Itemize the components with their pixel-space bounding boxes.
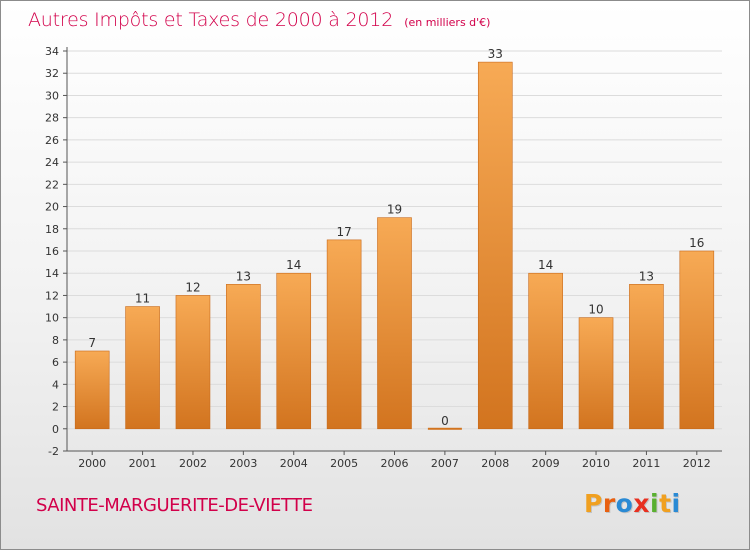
bar: [276, 272, 312, 430]
y-tick-label: 8: [52, 334, 59, 347]
x-tick-label: 2012: [683, 457, 711, 470]
y-tick-label: 0: [52, 423, 59, 436]
chart-title-row: Autres Impôts et Taxes de 2000 à 2012 (e…: [28, 9, 490, 31]
bar: [477, 61, 513, 430]
y-tick-label: -2: [48, 445, 59, 458]
chart-unit: (en milliers d'€): [404, 16, 491, 29]
bar: [175, 295, 211, 430]
x-tick-label: 2004: [280, 457, 308, 470]
bar-value-label: 16: [689, 236, 704, 250]
bar: [226, 284, 261, 430]
x-tick-label: 2007: [431, 457, 459, 470]
x-tick-label: 2009: [532, 457, 560, 470]
labels: -202468101214161820222426283032347200011…: [45, 45, 711, 470]
bar: [679, 250, 715, 430]
bars: [74, 61, 715, 430]
y-tick-label: 14: [45, 267, 59, 280]
y-tick-label: 32: [45, 67, 59, 80]
bar-value-label: 11: [135, 292, 150, 306]
x-tick-label: 2000: [78, 457, 106, 470]
logo-letter: P: [584, 489, 603, 518]
y-tick-label: 24: [45, 156, 59, 169]
bar-value-label: 0: [441, 414, 449, 428]
axes: [63, 47, 722, 455]
y-tick-label: 28: [45, 112, 59, 125]
y-tick-label: 6: [52, 356, 59, 369]
bar: [125, 306, 160, 430]
x-tick-label: 2002: [179, 457, 207, 470]
x-tick-label: 2006: [381, 457, 409, 470]
bar-value-label: 19: [387, 203, 402, 217]
y-tick-label: 12: [45, 289, 59, 302]
logo-letter: i: [650, 489, 660, 518]
bar: [528, 272, 563, 430]
x-tick-label: 2011: [632, 457, 660, 470]
x-tick-label: 2001: [129, 457, 157, 470]
y-tick-label: 34: [45, 45, 59, 58]
bar: [578, 317, 614, 430]
bar: [74, 350, 110, 430]
logo-letter: r: [602, 489, 616, 518]
bar: [326, 239, 362, 430]
bar: [427, 427, 462, 430]
bar: [629, 284, 664, 430]
town-name: SAINTE-MARGUERITE-DE-VIETTE: [36, 495, 313, 516]
bar-value-label: 13: [236, 269, 251, 283]
x-tick-label: 2008: [481, 457, 509, 470]
bar-value-label: 14: [286, 258, 301, 272]
y-tick-label: 22: [45, 178, 59, 191]
logo-letter: x: [633, 489, 650, 518]
y-tick-label: 4: [52, 378, 59, 391]
chart-title: Autres Impôts et Taxes de 2000 à 2012: [28, 9, 394, 31]
logo-letter: i: [671, 489, 681, 518]
y-tick-label: 20: [45, 201, 59, 214]
y-tick-label: 10: [45, 312, 59, 325]
logo-letter: o: [615, 489, 634, 518]
y-tick-label: 16: [45, 245, 59, 258]
bar-value-label: 10: [588, 303, 603, 317]
bar-value-label: 7: [88, 336, 96, 350]
x-tick-label: 2003: [229, 457, 257, 470]
bar-value-label: 14: [538, 258, 553, 272]
bar: [377, 217, 412, 430]
bar-value-label: 13: [639, 269, 654, 283]
y-tick-label: 30: [45, 89, 59, 102]
bar-value-label: 12: [185, 280, 200, 294]
y-tick-label: 2: [52, 401, 59, 414]
bar-value-label: 17: [336, 225, 351, 239]
proxiti-logo: Proxiti: [584, 489, 681, 518]
x-tick-label: 2005: [330, 457, 358, 470]
y-tick-label: 26: [45, 134, 59, 147]
logo-letter: t: [659, 489, 672, 518]
y-tick-label: 18: [45, 223, 59, 236]
bar-value-label: 33: [488, 47, 503, 61]
x-tick-label: 2010: [582, 457, 610, 470]
